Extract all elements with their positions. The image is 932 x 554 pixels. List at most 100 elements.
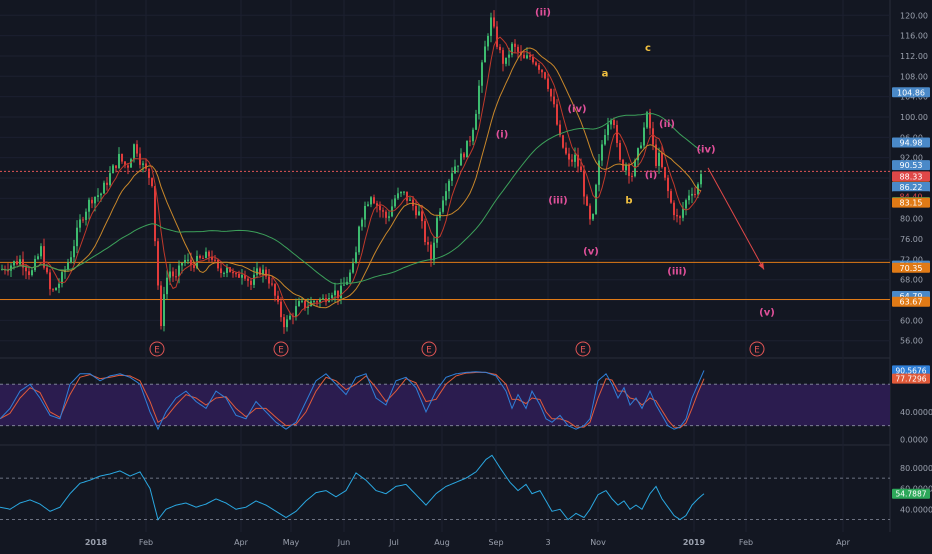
candle-body — [628, 164, 630, 176]
candle-body — [169, 271, 171, 278]
candle-body — [154, 186, 156, 242]
candle-body — [364, 205, 366, 220]
candle-body — [682, 208, 684, 218]
price-tag[interactable] — [892, 296, 930, 307]
candle-body — [31, 270, 33, 276]
candle-body — [325, 298, 327, 302]
time-axis-label: Feb — [139, 538, 153, 547]
candle-body — [652, 128, 654, 145]
price-tag[interactable] — [892, 262, 930, 273]
rsi-value-tag[interactable] — [892, 488, 930, 499]
candle-body — [541, 69, 543, 73]
price-tick-label: 100.00 — [900, 113, 928, 122]
candle-body — [454, 166, 456, 174]
candle-body — [28, 271, 30, 276]
candle-body — [442, 200, 444, 212]
price-tag[interactable] — [892, 87, 930, 98]
candle-body — [220, 268, 222, 274]
wave-label: (iii) — [667, 267, 686, 278]
candle-body — [340, 285, 342, 299]
price-tag[interactable] — [892, 197, 930, 208]
candle-body — [664, 167, 666, 178]
time-axis-label: Nov — [590, 538, 606, 547]
price-tag-label: 88.33 — [900, 172, 923, 181]
candle-body — [580, 166, 582, 171]
wave-label: (ii) — [535, 7, 551, 18]
price-tick-label: 60.00 — [900, 316, 923, 325]
candle-body — [103, 182, 105, 194]
candle-body — [43, 246, 45, 268]
candle-body — [499, 46, 501, 51]
candle-body — [67, 262, 69, 270]
candle-body — [685, 200, 687, 209]
candle-body — [487, 35, 489, 47]
candle-body — [205, 251, 207, 259]
candle-body — [592, 213, 594, 220]
candle-body — [478, 85, 480, 114]
candle-body — [601, 144, 603, 161]
candle-body — [22, 259, 24, 268]
candle-body — [16, 261, 18, 265]
candle-body — [217, 259, 219, 269]
candle-body — [280, 301, 282, 318]
price-panel: (i) (ii) (iii) (iv) (v) a b c (i) (ii) (iii) (iv) (v… — [0, 7, 890, 357]
stochastic-value-tag[interactable] — [892, 365, 930, 376]
candle-body — [517, 46, 519, 52]
candle-body — [283, 317, 285, 328]
candle-body — [91, 199, 93, 204]
candle-body — [472, 129, 474, 142]
candle-body — [289, 315, 291, 320]
candle-body — [403, 191, 405, 193]
candle-body — [679, 216, 681, 218]
candle-body — [430, 244, 432, 261]
candle-body — [235, 273, 237, 275]
candle-body — [424, 221, 426, 243]
candle-body — [373, 197, 375, 204]
candle-body — [427, 242, 429, 245]
candle-body — [670, 191, 672, 203]
price-axis[interactable]: 120.00116.00112.00108.00104.00100.0096.0… — [892, 11, 932, 514]
candle-body — [130, 159, 132, 168]
candle-body — [676, 215, 678, 217]
candle-body — [667, 177, 669, 192]
candle-body — [286, 319, 288, 328]
earnings-marker-label: E — [754, 346, 760, 356]
candle-body — [163, 294, 165, 327]
candle-body — [19, 259, 21, 265]
wave-label: b — [625, 195, 632, 206]
candle-body — [238, 273, 240, 278]
stochastic-band — [0, 384, 890, 426]
earnings-marker-label: E — [580, 346, 586, 356]
price-tick-label: 116.00 — [900, 32, 928, 41]
price-tag[interactable] — [892, 137, 930, 148]
price-tag[interactable] — [892, 171, 930, 182]
candle-body — [190, 259, 192, 266]
candle-body — [661, 152, 663, 168]
wave-label: (iv) — [567, 104, 586, 115]
candle-body — [112, 165, 114, 174]
stochastic-d-line — [0, 371, 705, 429]
candle-body — [619, 142, 621, 160]
candle-body — [304, 300, 306, 309]
candle-body — [58, 283, 60, 288]
price-tag[interactable] — [892, 160, 930, 171]
candle-body — [223, 272, 225, 274]
candle-body — [457, 165, 459, 167]
candle-body — [412, 199, 414, 207]
candle-body — [208, 251, 210, 257]
candle-body — [610, 119, 612, 125]
wave-label: (ii) — [659, 119, 675, 130]
stochastic-value-tag[interactable] — [892, 373, 930, 384]
candle-body — [319, 299, 321, 303]
candle-body — [475, 113, 477, 130]
price-tag[interactable] — [892, 182, 930, 193]
time-axis[interactable]: 2018 Feb Apr May Jun Jul Aug Sep 3 Nov 2019 Feb Apr — [85, 538, 851, 547]
candle-body — [172, 271, 174, 277]
candle-body — [529, 55, 531, 57]
candle-body — [334, 290, 336, 296]
wave-label: c — [645, 43, 651, 54]
price-tick-label: 72.00 — [900, 255, 923, 264]
candle-body — [655, 144, 657, 166]
candle-body — [202, 257, 204, 259]
